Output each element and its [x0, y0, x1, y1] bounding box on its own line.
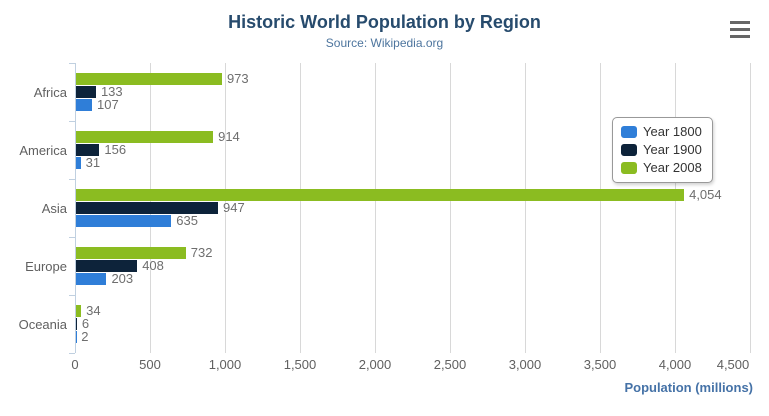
bar-value-label-oceania-year-1900: 6 — [81, 316, 90, 331]
bar-america-year-1800[interactable] — [76, 157, 81, 169]
y-axis-tick — [69, 179, 75, 180]
bar-asia-year-1900[interactable] — [76, 202, 219, 214]
bar-europe-year-1900[interactable] — [76, 260, 138, 272]
bar-value-label-america-year-1900: 156 — [104, 142, 127, 157]
x-tick-label-4000: 4,000 — [658, 357, 692, 372]
legend-label: Year 1800 — [643, 124, 702, 139]
legend-label: Year 1900 — [643, 142, 702, 157]
y-axis-tick — [69, 121, 75, 122]
bar-asia-year-1800[interactable] — [76, 215, 172, 227]
bar-asia-year-2008[interactable] — [76, 189, 685, 201]
chart-subtitle: Source: Wikipedia.org — [325, 36, 444, 50]
x-tick-label-3500: 3,500 — [583, 357, 617, 372]
legend-item-year-1900[interactable]: Year 1900 — [621, 143, 704, 157]
bar-europe-year-2008[interactable] — [76, 247, 186, 259]
bar-oceania-year-1900[interactable] — [76, 318, 77, 330]
bar-value-label-america-year-2008: 914 — [218, 129, 240, 144]
category-label-oceania: Oceania — [18, 317, 67, 332]
bar-africa-year-2008[interactable] — [76, 73, 222, 85]
x-axis-title: Population (millions) — [624, 380, 753, 395]
bar-value-label-oceania-year-1800: 2 — [81, 329, 89, 344]
gridline — [225, 63, 226, 353]
category-label-asia: Asia — [41, 201, 67, 216]
y-axis-tick — [69, 353, 75, 354]
bar-africa-year-1900[interactable] — [76, 86, 96, 98]
gridline — [675, 63, 676, 353]
gridline — [750, 63, 751, 353]
bar-value-label-america-year-1800: 31 — [85, 155, 101, 170]
gridline — [375, 63, 376, 353]
x-tick-label-2000: 2,000 — [358, 357, 392, 372]
export-menu-button[interactable] — [725, 16, 755, 42]
x-tick-label-2500: 2,500 — [433, 357, 467, 372]
category-label-europe: Europe — [25, 259, 67, 274]
gridline — [525, 63, 526, 353]
category-label-africa: Africa — [33, 85, 67, 100]
bar-value-label-africa-year-1900: 133 — [100, 84, 123, 99]
bar-value-label-africa-year-2008: 973 — [226, 71, 249, 86]
x-tick-label-500: 500 — [139, 357, 161, 372]
x-tick-label-1500: 1,500 — [283, 357, 317, 372]
x-tick-label-4500: 4,500 — [716, 357, 750, 372]
legend: Year 1800 Year 1900 Year 2008 — [612, 117, 713, 183]
bar-america-year-1900[interactable] — [76, 144, 100, 156]
legend-label: Year 2008 — [643, 160, 702, 175]
bar-oceania-year-2008[interactable] — [76, 305, 82, 317]
legend-swatch — [621, 144, 637, 156]
bar-value-label-asia-year-1900: 947 — [223, 200, 245, 215]
bar-value-label-oceania-year-2008: 34 — [86, 303, 101, 318]
bar-value-label-europe-year-1900: 408 — [142, 258, 164, 273]
hamburger-icon — [730, 20, 750, 38]
bar-america-year-2008[interactable] — [76, 131, 214, 143]
gridline — [450, 63, 451, 353]
y-axis-tick — [69, 63, 75, 64]
plot-area: 973 914 4,054 732 34 133 156 947 408 6 107 31 635 203… — [75, 63, 751, 353]
y-axis-tick — [69, 295, 75, 296]
bar-value-label-europe-year-2008: 732 — [190, 245, 213, 260]
legend-swatch — [621, 162, 637, 174]
legend-item-year-1800[interactable]: Year 1800 — [621, 125, 704, 139]
bar-value-label-asia-year-2008: 4,054 — [689, 187, 722, 202]
legend-item-year-2008[interactable]: Year 2008 — [621, 161, 704, 175]
y-axis-tick — [69, 237, 75, 238]
x-tick-label-0: 0 — [71, 357, 79, 372]
legend-swatch — [621, 126, 637, 138]
gridline — [300, 63, 301, 353]
gridline — [600, 63, 601, 353]
bar-africa-year-1800[interactable] — [76, 99, 93, 111]
x-tick-label-1000: 1,000 — [208, 357, 242, 372]
bar-value-label-europe-year-1800: 203 — [111, 271, 134, 286]
chart-title: Historic World Population by Region — [228, 12, 541, 32]
bar-europe-year-1800[interactable] — [76, 273, 107, 285]
x-tick-label-3000: 3,000 — [508, 357, 542, 372]
bar-value-label-africa-year-1800: 107 — [97, 97, 119, 112]
bar-value-label-asia-year-1800: 635 — [176, 213, 198, 228]
category-label-america: America — [19, 143, 67, 158]
